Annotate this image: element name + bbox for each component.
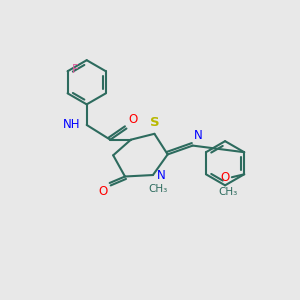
Text: S: S — [150, 116, 160, 129]
Text: F: F — [71, 63, 78, 76]
Text: CH₃: CH₃ — [219, 187, 238, 197]
Text: O: O — [99, 185, 108, 198]
Text: O: O — [128, 113, 137, 126]
Text: N: N — [194, 129, 203, 142]
Text: O: O — [220, 171, 230, 184]
Text: CH₃: CH₃ — [148, 184, 168, 194]
Text: N: N — [157, 169, 165, 182]
Text: NH: NH — [63, 118, 80, 131]
